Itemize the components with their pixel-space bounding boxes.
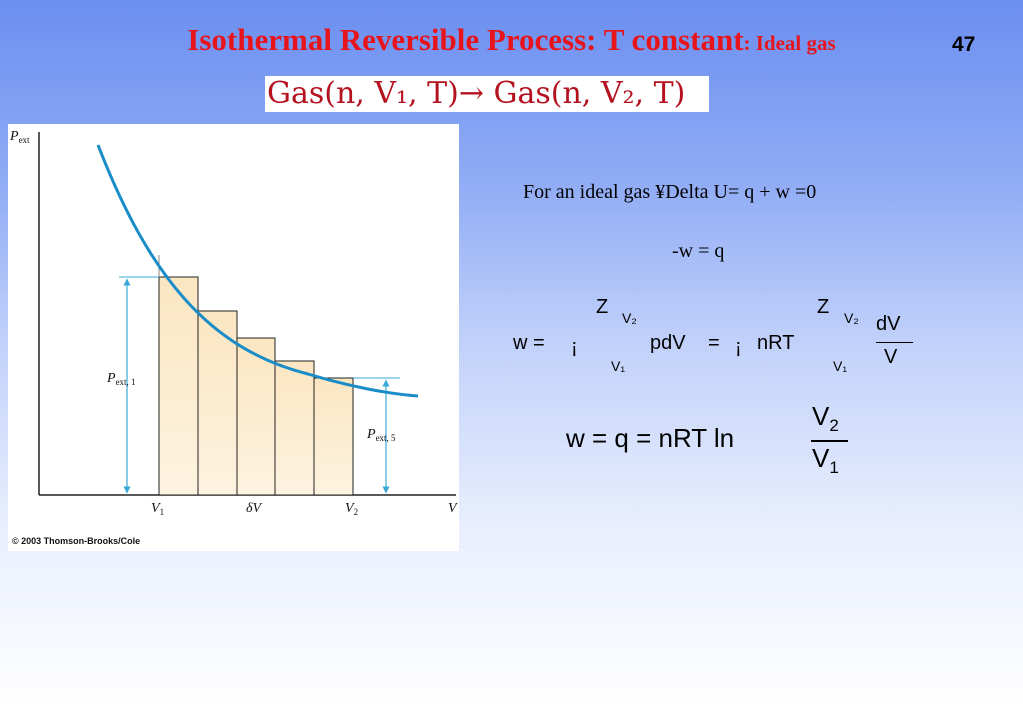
slide-title: Isothermal Reversible Process: T constan…: [0, 22, 1023, 58]
wi-neg-1: ¡: [571, 336, 578, 358]
final-num: V2: [812, 401, 839, 435]
energy-balance-text: For an ideal gas ¥Delta U= q + w =0: [523, 181, 817, 203]
wi-upper-2: V₂: [844, 310, 859, 326]
isotherm-curve: [96, 144, 419, 398]
title-suffix: : Ideal gas: [743, 31, 836, 55]
final-den: V1: [812, 443, 839, 477]
y-axis-label: Pext: [9, 129, 30, 145]
page-number: 47: [952, 33, 976, 56]
wi-integral-sign-2: Z: [817, 296, 830, 318]
bar-2: [197, 310, 238, 496]
wi-neg-2: ¡: [735, 336, 742, 358]
pext1-label: Pext, 1: [106, 371, 136, 387]
wi-integral-sign-1: Z: [596, 296, 609, 318]
wi-frac-bar: [876, 342, 913, 343]
tick-v1: V1: [151, 501, 164, 517]
tick-dv: δV: [246, 501, 263, 516]
wi-upper-1: V₂: [622, 310, 637, 326]
isotherm-figure: Pext Pext, 1 Pext, 5 V1 δV V2 V © 2003 T…: [8, 124, 459, 551]
x-axis-label: V: [448, 501, 458, 516]
wi-lhs: w =: [513, 332, 545, 354]
final-lhs: w = q = nRT ln: [566, 423, 735, 453]
wi-equals: =: [708, 332, 720, 354]
tick-v2: V2: [345, 501, 358, 517]
bar-4: [274, 360, 315, 496]
step-bars: [158, 276, 354, 496]
final-frac-bar: [811, 440, 848, 442]
wi-lower-1: V₁: [611, 358, 626, 374]
title-main: Isothermal Reversible Process: T constan…: [187, 22, 744, 57]
work-heat-relation: -w = q: [672, 240, 725, 262]
bar-1: [158, 276, 199, 496]
wi-integrand: pdV: [650, 332, 686, 354]
pext5-label: Pext, 5: [366, 427, 396, 443]
bar-5: [313, 377, 354, 496]
wi-nrt: nRT: [757, 332, 795, 354]
bar-3: [236, 337, 276, 496]
wi-lower-2: V₁: [833, 358, 848, 374]
reaction-equation: Gas(n, V₁, T)→ Gas(n, V₂, T): [265, 76, 709, 112]
wi-frac-den: V: [884, 346, 898, 368]
isotherm-svg: Pext Pext, 1 Pext, 5 V1 δV V2 V: [9, 129, 458, 517]
copyright-notice: © 2003 Thomson-Brooks/Cole: [12, 536, 141, 546]
wi-frac-num: dV: [876, 313, 901, 335]
